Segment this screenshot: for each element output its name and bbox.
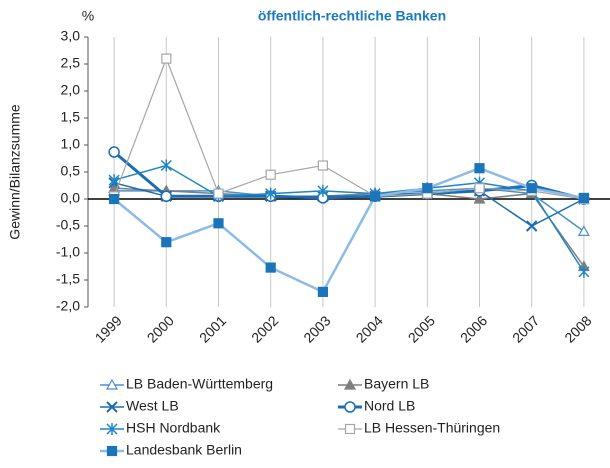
x-tick-label: 2007 xyxy=(509,312,542,345)
marker xyxy=(213,188,224,199)
marker xyxy=(106,401,118,413)
y-tick-label: 0,0 xyxy=(61,190,81,206)
series-line xyxy=(113,56,584,200)
legend-label: Landesbank Berlin xyxy=(126,442,242,458)
marker xyxy=(343,378,357,390)
y-tick-label: 2,0 xyxy=(61,82,81,98)
y-tick-label: 3,0 xyxy=(61,28,81,44)
legend-label: LB Hessen-Thüringen xyxy=(364,420,500,436)
marker xyxy=(578,192,590,204)
x-tick-label: 2004 xyxy=(352,312,385,345)
legend-label: LB Baden-Württemberg xyxy=(126,376,273,392)
y-tick-label: 1,0 xyxy=(61,136,81,152)
y-tick-label: -2,0 xyxy=(56,298,80,314)
marker xyxy=(265,169,276,180)
series-line xyxy=(113,182,585,227)
marker xyxy=(370,191,381,202)
series-line xyxy=(113,150,585,201)
marker xyxy=(577,225,590,236)
series-line xyxy=(113,166,585,294)
marker xyxy=(160,190,173,203)
x-tick-label: 2000 xyxy=(144,312,177,345)
marker xyxy=(265,262,276,273)
marker xyxy=(317,286,328,297)
y-tick-label: 1,5 xyxy=(61,109,81,125)
marker xyxy=(161,237,172,248)
legend-label: Nord LB xyxy=(364,398,415,414)
x-tick-label: 2008 xyxy=(561,312,594,345)
x-tick-label: 2001 xyxy=(196,312,229,345)
y-unit: % xyxy=(82,8,94,24)
marker xyxy=(105,378,119,390)
marker xyxy=(265,187,277,200)
marker xyxy=(473,192,486,204)
y-axis-label: Gewinn/Bilanzsumme xyxy=(7,104,23,240)
legend-label: HSH Nordbank xyxy=(126,420,221,436)
series-line xyxy=(114,187,585,267)
y-tick-label: -1,0 xyxy=(56,244,80,260)
marker xyxy=(108,146,120,158)
marker xyxy=(474,163,485,174)
marker xyxy=(160,159,172,172)
marker xyxy=(422,183,433,194)
marker xyxy=(317,184,329,197)
marker xyxy=(525,220,538,232)
marker xyxy=(474,183,485,194)
y-tick-label: -0,5 xyxy=(56,217,80,233)
marker xyxy=(526,183,537,194)
marker xyxy=(578,265,590,278)
y-tick-label: 0,5 xyxy=(61,163,81,179)
marker xyxy=(106,423,118,435)
y-tick-label: 2,5 xyxy=(61,55,81,71)
marker xyxy=(108,193,120,205)
x-tick-label: 1999 xyxy=(91,312,124,345)
chart-title: öffentlich-rechtliche Banken xyxy=(258,8,446,24)
y-tick-label: -1,5 xyxy=(56,271,80,287)
marker xyxy=(344,423,356,435)
marker xyxy=(161,53,172,64)
marker xyxy=(344,401,356,413)
x-tick-label: 2002 xyxy=(248,312,281,345)
x-tick-label: 2005 xyxy=(405,312,438,345)
series-line xyxy=(113,164,585,273)
x-tick-label: 2006 xyxy=(457,312,490,345)
marker xyxy=(213,218,224,229)
x-tick-label: 2003 xyxy=(300,312,333,345)
marker xyxy=(108,174,120,187)
legend-label: West LB xyxy=(126,398,179,414)
marker xyxy=(106,445,118,457)
marker xyxy=(317,160,328,171)
legend-label: Bayern LB xyxy=(364,376,429,392)
